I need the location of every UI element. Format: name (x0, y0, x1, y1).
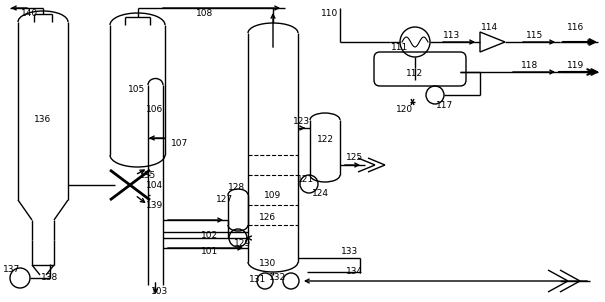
Text: 127: 127 (217, 195, 234, 204)
Text: 111: 111 (391, 43, 408, 53)
Text: 118: 118 (522, 60, 538, 69)
Text: 133: 133 (341, 248, 359, 256)
Text: 139: 139 (146, 201, 163, 210)
Text: 124: 124 (312, 188, 329, 198)
Text: 120: 120 (396, 105, 414, 114)
Text: 108: 108 (197, 8, 214, 18)
Text: 131: 131 (249, 275, 267, 284)
Text: 140: 140 (21, 9, 39, 18)
Text: 117: 117 (436, 101, 454, 110)
Text: 136: 136 (34, 115, 51, 124)
Text: 132: 132 (269, 274, 287, 282)
Text: 114: 114 (482, 24, 499, 33)
Text: 101: 101 (201, 248, 218, 256)
Text: 129: 129 (235, 239, 252, 248)
Text: 128: 128 (229, 184, 246, 192)
Text: 138: 138 (41, 274, 59, 282)
Text: 116: 116 (567, 24, 584, 33)
Text: 110: 110 (321, 8, 339, 18)
Text: 126: 126 (260, 214, 276, 223)
Text: 102: 102 (201, 232, 218, 240)
Text: 104: 104 (146, 181, 163, 189)
Text: 106: 106 (146, 105, 163, 114)
Text: 130: 130 (260, 259, 276, 268)
Text: 105: 105 (128, 85, 146, 95)
Text: 119: 119 (567, 60, 584, 69)
Text: 121: 121 (298, 175, 315, 185)
Text: 125: 125 (347, 153, 364, 162)
Text: 113: 113 (443, 31, 460, 40)
Text: 123: 123 (293, 117, 310, 127)
Text: 107: 107 (171, 139, 189, 147)
Text: 115: 115 (526, 31, 544, 40)
Text: 109: 109 (264, 191, 281, 200)
Text: 135: 135 (139, 171, 157, 179)
Text: 112: 112 (407, 69, 423, 78)
Text: 134: 134 (347, 268, 364, 277)
Text: 103: 103 (151, 288, 169, 297)
Text: 137: 137 (4, 265, 21, 275)
Text: 122: 122 (316, 136, 333, 144)
